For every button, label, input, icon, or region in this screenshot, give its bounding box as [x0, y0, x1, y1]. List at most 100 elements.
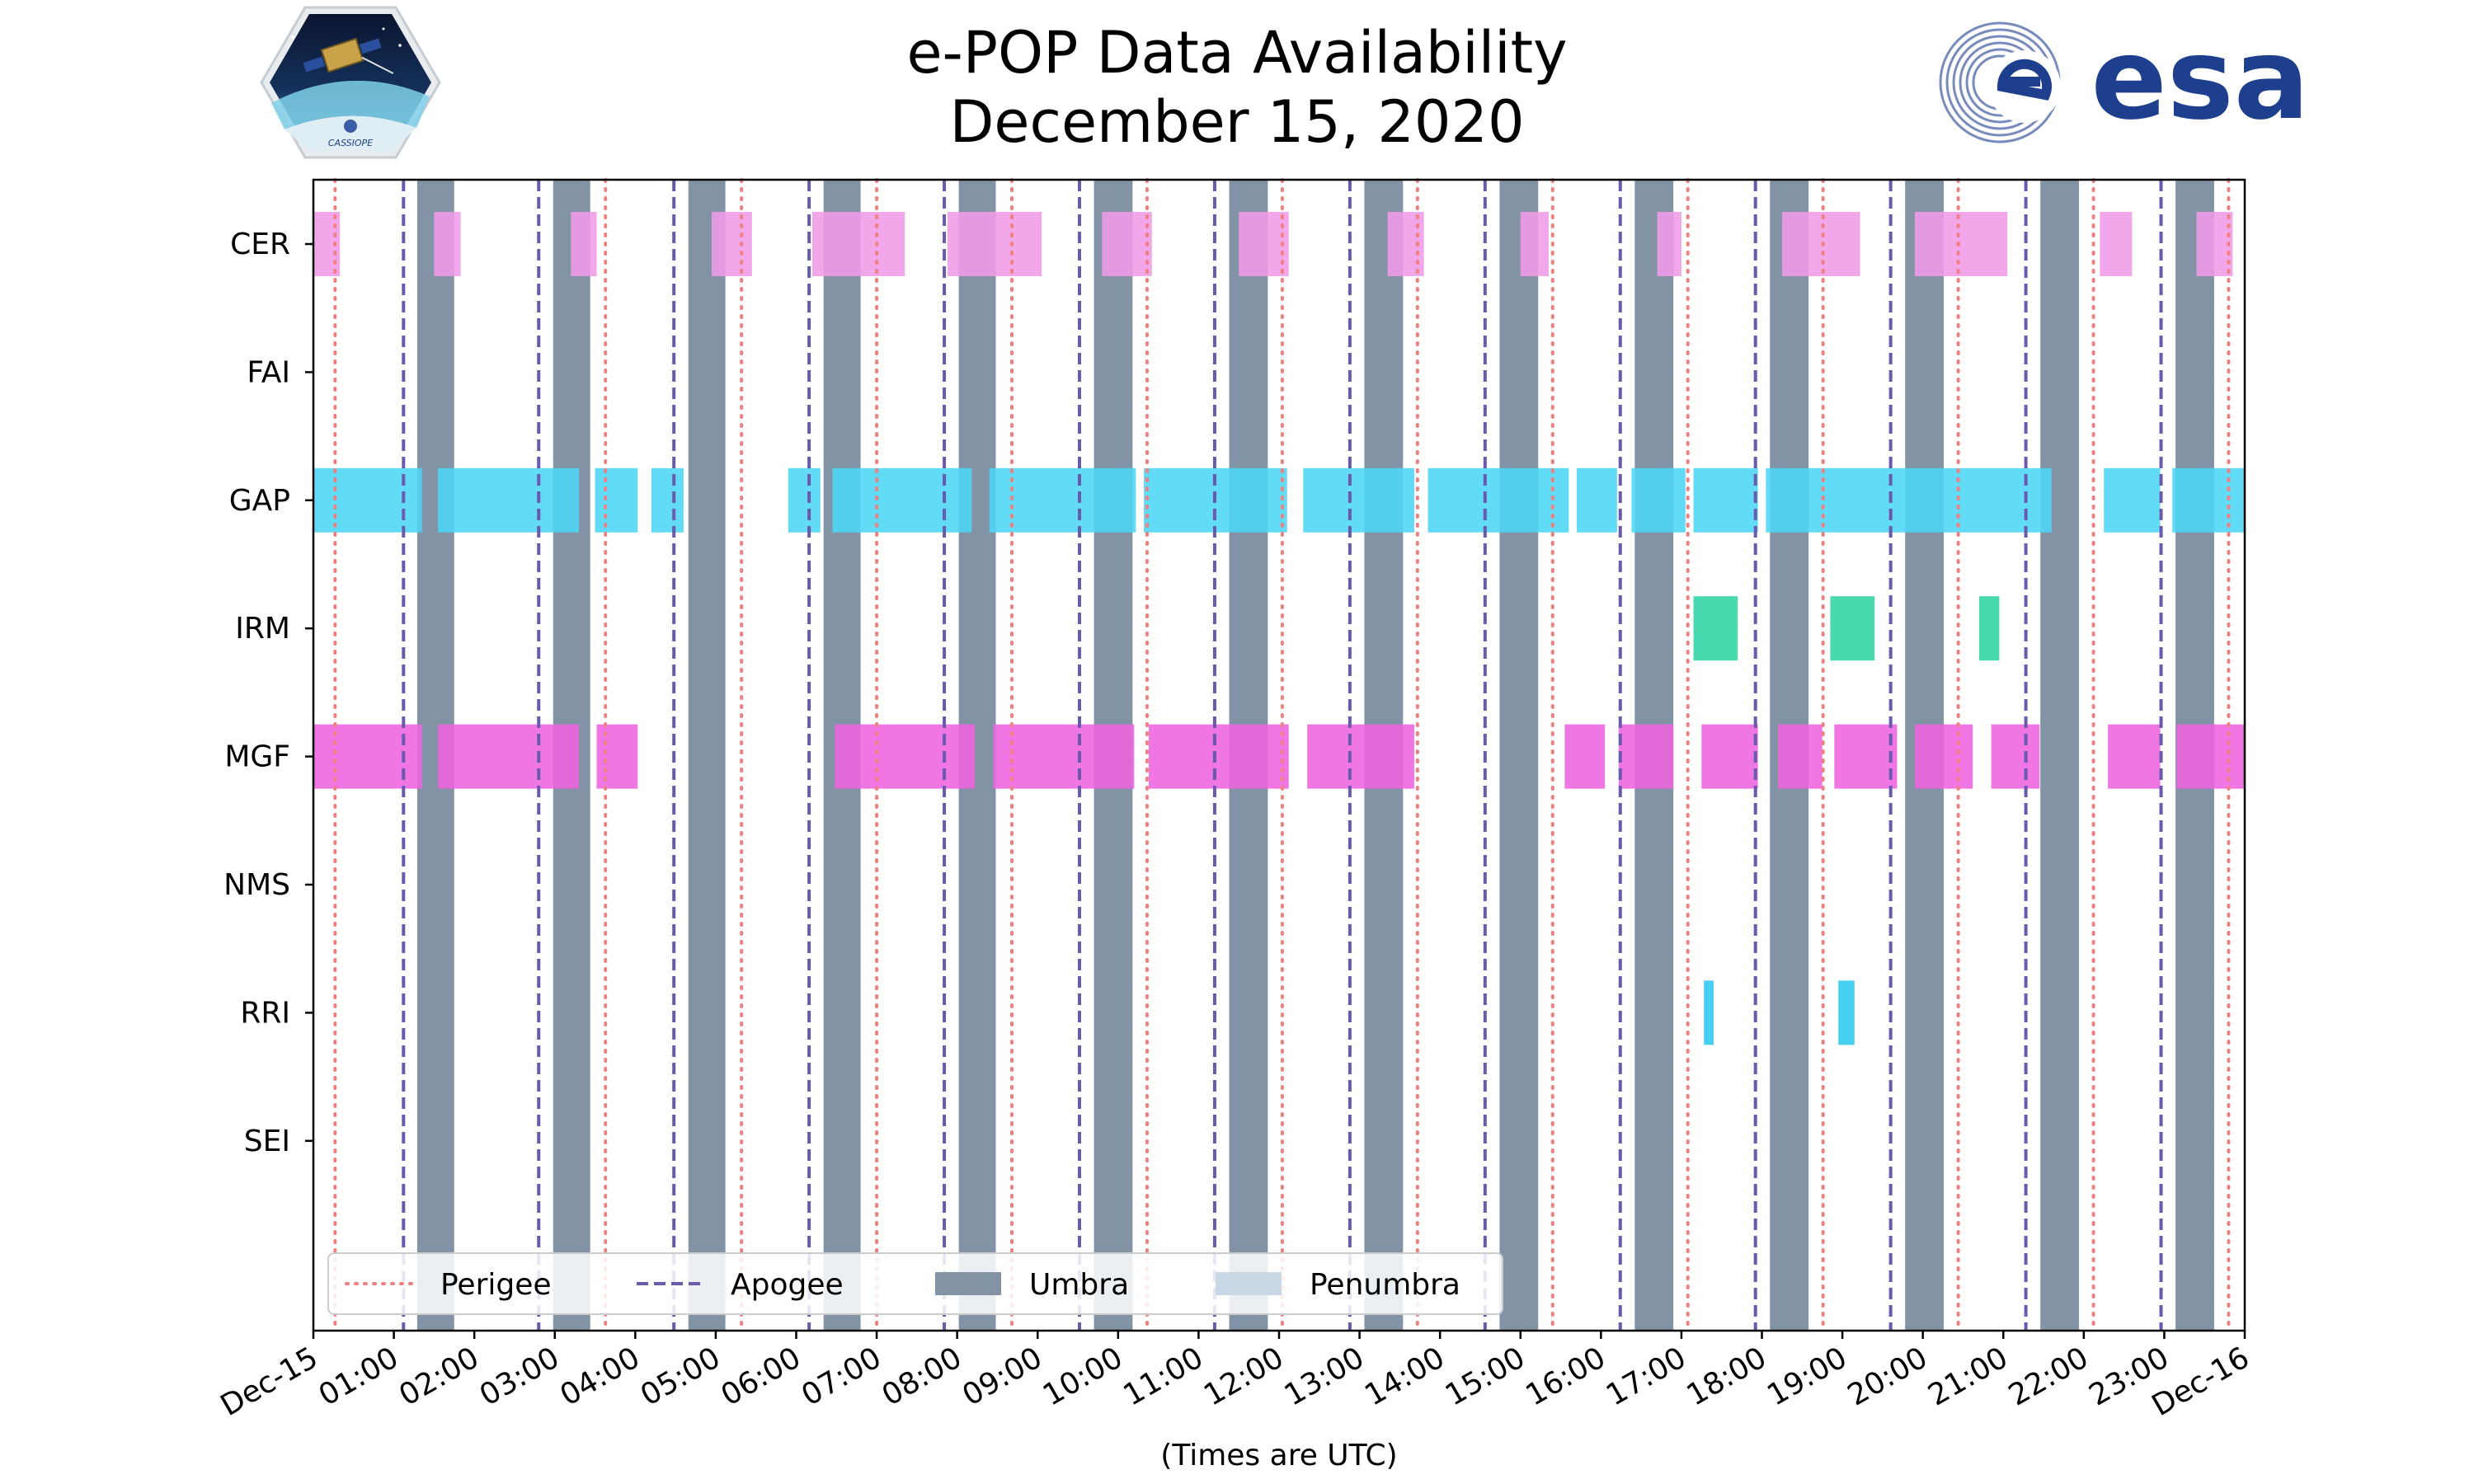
segment-mgf: [313, 724, 422, 789]
segment-mgf: [1914, 724, 1973, 789]
x-tick-label: 06:00: [716, 1341, 807, 1412]
x-tick-label: 14:00: [1359, 1341, 1450, 1412]
legend-box: [327, 1252, 1503, 1315]
segment-mgf: [1778, 724, 1823, 789]
x-tick-label: 07:00: [796, 1341, 887, 1412]
segment-gap: [438, 467, 580, 533]
segment-irm: [1693, 596, 1738, 661]
x-tick-label: 04:00: [554, 1341, 645, 1412]
x-tick-label: 21:00: [1922, 1341, 2013, 1412]
esa-logo: esa: [1939, 21, 2310, 144]
esa-wordmark: esa: [2091, 21, 2310, 144]
title-line-1: e-POP Data Availability: [906, 19, 1568, 87]
segment-mgf: [1991, 724, 2040, 789]
x-tick-label: 20:00: [1842, 1341, 1933, 1412]
x-tick-label: 22:00: [2003, 1341, 2094, 1412]
badge-text: CASSIOPE: [328, 138, 373, 148]
segment-cer: [812, 212, 905, 276]
orbit-markers: [333, 178, 2231, 1332]
y-tick-label: GAP: [229, 484, 290, 518]
umbra-bands: [416, 180, 2214, 1331]
legend-label: Perigee: [440, 1268, 552, 1302]
segment-gap: [1766, 467, 2052, 533]
x-tick-label: 19:00: [1761, 1341, 1852, 1412]
segment-gap: [832, 467, 972, 533]
x-tick-label: 17:00: [1601, 1341, 1691, 1412]
segment-mgf: [438, 724, 580, 789]
segment-gap: [1427, 467, 1569, 533]
segment-gap: [1631, 467, 1686, 533]
segment-mgf: [2108, 724, 2161, 789]
segment-rri: [1704, 980, 1714, 1045]
legend-label: Apogee: [731, 1268, 844, 1302]
y-tick-label: CER: [230, 228, 290, 261]
segment-gap: [2104, 467, 2161, 533]
y-tick-label: FAI: [247, 355, 290, 389]
x-tick-label: 16:00: [1520, 1341, 1611, 1412]
x-axis-label: (Times are UTC): [1160, 1439, 1397, 1472]
legend-swatch-umbra: [935, 1272, 1001, 1295]
legend-swatch-penumbra: [1216, 1272, 1282, 1295]
umbra-band: [688, 180, 726, 1331]
segment-gap: [1303, 467, 1414, 533]
x-tick-label: 13:00: [1279, 1341, 1370, 1412]
y-tick-label: IRM: [235, 612, 290, 646]
segment-mgf: [1834, 724, 1898, 789]
umbra-band: [1499, 180, 1539, 1331]
segment-mgf: [1148, 724, 1289, 789]
segment-gap: [989, 467, 1136, 533]
segment-irm: [1978, 596, 2000, 661]
title-line-2: December 15, 2020: [949, 88, 1525, 156]
segment-gap: [595, 467, 638, 533]
segment-mgf: [1307, 724, 1414, 789]
segment-cer: [2100, 212, 2133, 276]
segment-gap: [1577, 467, 1617, 533]
cassiope-mission-badge: CASSIOPE: [260, 6, 441, 159]
segment-rri: [1838, 980, 1855, 1045]
segment-cer: [712, 212, 752, 276]
x-tick-label: 12:00: [1198, 1341, 1289, 1412]
segment-cer: [1914, 212, 2008, 276]
segment-mgf: [1701, 724, 1758, 789]
y-tick-label: SEI: [244, 1125, 290, 1158]
segment-gap: [788, 467, 821, 533]
x-tick-label: 18:00: [1681, 1341, 1772, 1412]
chart-title: e-POP Data Availability December 15, 202…: [0, 18, 2474, 157]
umbra-band: [2040, 180, 2079, 1331]
segment-gap: [2172, 467, 2245, 533]
x-tick-label: 05:00: [635, 1341, 726, 1412]
x-tick-label: 01:00: [313, 1341, 404, 1412]
segment-cer: [1781, 212, 1860, 276]
legend-label: Penumbra: [1310, 1268, 1460, 1302]
segment-gap: [1693, 467, 1758, 533]
y-tick-label: MGF: [224, 740, 290, 774]
segment-gap: [313, 467, 422, 533]
segment-cer: [1520, 212, 1549, 276]
segment-mgf: [1564, 724, 1606, 789]
x-tick-label: 11:00: [1118, 1341, 1209, 1412]
segment-cer: [571, 212, 597, 276]
segment-mgf: [835, 724, 976, 789]
segment-cer: [434, 212, 461, 276]
x-tick-label: 02:00: [393, 1341, 484, 1412]
segment-cer: [1657, 212, 1681, 276]
segment-irm: [1830, 596, 1875, 661]
legend-label: Umbra: [1029, 1268, 1129, 1302]
data-segments: [313, 212, 2245, 1045]
x-tick-label: Dec-15: [215, 1341, 324, 1423]
segment-mgf: [596, 724, 638, 789]
y-tick-label: RRI: [240, 996, 290, 1030]
x-tick-label: 03:00: [474, 1341, 565, 1412]
legend: Perigee Apogee Umbra Penumbra: [327, 1252, 1503, 1315]
segment-cer: [2196, 212, 2233, 276]
segment-cer: [947, 212, 1042, 276]
segment-mgf: [993, 724, 1135, 789]
x-tick-label: 15:00: [1440, 1341, 1531, 1412]
y-tick-label: NMS: [223, 868, 290, 902]
segment-cer: [1102, 212, 1152, 276]
segment-mgf: [2176, 724, 2245, 789]
esa-globe-icon: [1939, 21, 2061, 143]
segment-gap: [651, 467, 684, 533]
segment-cer: [1239, 212, 1289, 276]
